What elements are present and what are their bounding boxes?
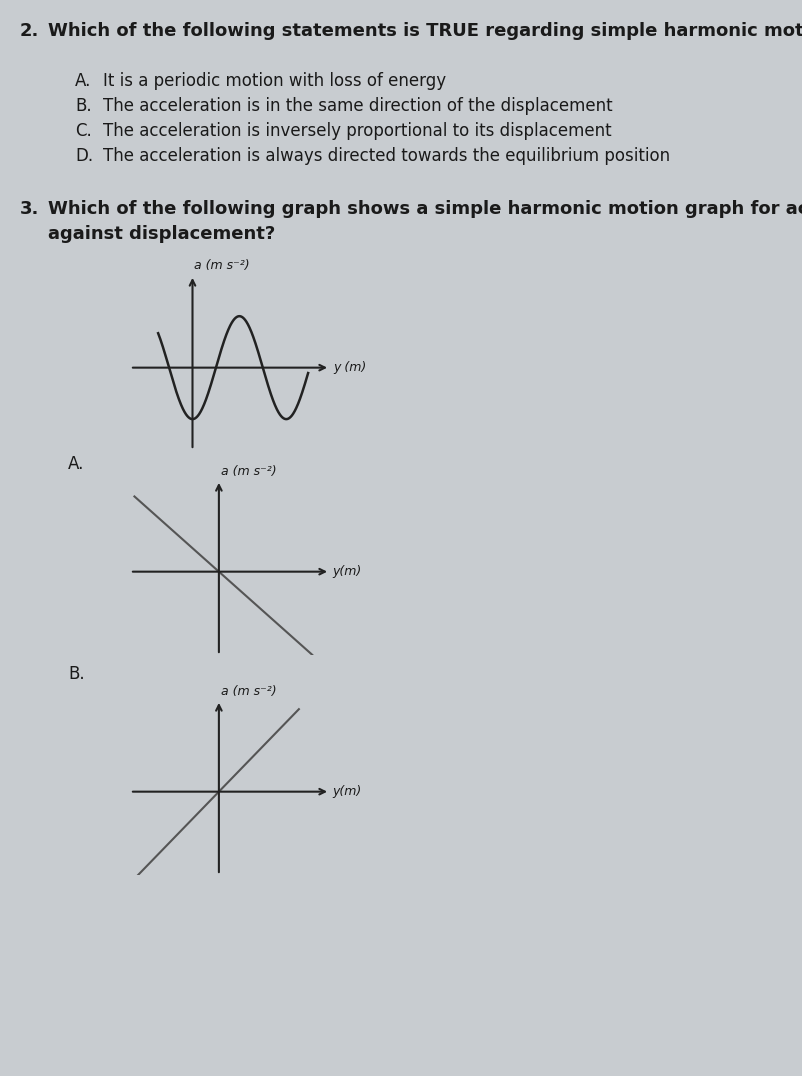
- Text: The acceleration is in the same direction of the displacement: The acceleration is in the same directio…: [103, 97, 612, 115]
- Text: a (m s⁻²): a (m s⁻²): [221, 685, 277, 698]
- Text: 3.: 3.: [20, 200, 39, 218]
- Text: 2.: 2.: [20, 22, 39, 40]
- Text: y (m): y (m): [333, 362, 366, 374]
- Text: against displacement?: against displacement?: [48, 225, 275, 243]
- Text: A.: A.: [68, 455, 84, 473]
- Text: a (m s⁻²): a (m s⁻²): [193, 259, 249, 272]
- Text: Which of the following statements is TRUE regarding simple harmonic motion?: Which of the following statements is TRU…: [48, 22, 802, 40]
- Text: y(m): y(m): [332, 785, 361, 798]
- Text: B.: B.: [75, 97, 91, 115]
- Text: Which of the following graph shows a simple harmonic motion graph for accelerati: Which of the following graph shows a sim…: [48, 200, 802, 218]
- Text: B.: B.: [68, 665, 84, 683]
- Text: a (m s⁻²): a (m s⁻²): [221, 465, 277, 478]
- Text: The acceleration is always directed towards the equilibrium position: The acceleration is always directed towa…: [103, 147, 670, 165]
- Text: D.: D.: [75, 147, 93, 165]
- Text: y(m): y(m): [332, 565, 361, 578]
- Text: The acceleration is inversely proportional to its displacement: The acceleration is inversely proportion…: [103, 122, 611, 140]
- Text: C.: C.: [75, 122, 91, 140]
- Text: A.: A.: [75, 72, 91, 90]
- Text: It is a periodic motion with loss of energy: It is a periodic motion with loss of ene…: [103, 72, 446, 90]
